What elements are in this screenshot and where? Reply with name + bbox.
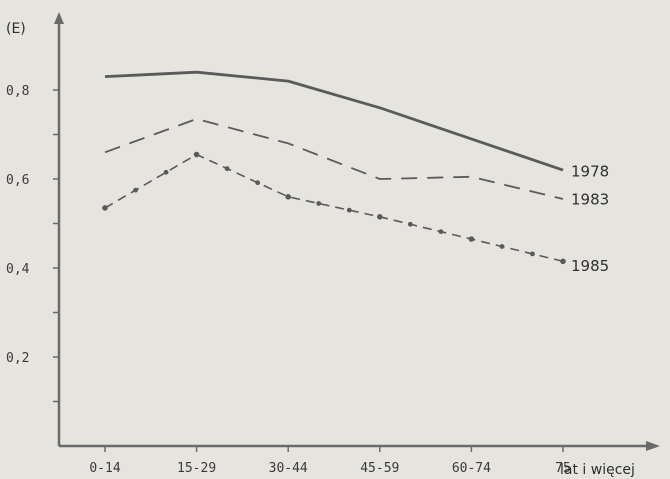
series-label-1985: 1985 bbox=[571, 257, 609, 275]
series-point-1985 bbox=[346, 207, 352, 213]
y-tick-label: 0,8 bbox=[6, 84, 29, 99]
y-tick-label: 0,2 bbox=[6, 351, 29, 366]
series-point-1985 bbox=[468, 236, 475, 242]
series-point-1985 bbox=[133, 187, 138, 193]
series-point-1985 bbox=[285, 194, 292, 200]
y-tick-label: 0,4 bbox=[6, 262, 30, 277]
series-point-1985 bbox=[193, 151, 200, 158]
x-tick-label: 60-74 bbox=[452, 461, 491, 476]
series-label-1983: 1983 bbox=[571, 191, 609, 209]
series-point-1985 bbox=[438, 229, 444, 235]
x-tick-label: 15-29 bbox=[177, 461, 216, 476]
series-point-1985 bbox=[499, 244, 505, 249]
series-point-1985 bbox=[102, 205, 108, 211]
series-point-1985 bbox=[224, 166, 230, 172]
y-axis-label: (E) bbox=[6, 21, 26, 37]
series-line-1985 bbox=[104, 153, 564, 263]
x-axis-arrow bbox=[646, 441, 660, 451]
series-point-1985 bbox=[560, 258, 566, 265]
series-point-1985 bbox=[316, 201, 322, 206]
series-point-1985 bbox=[530, 251, 535, 257]
x-tick-label: 0-14 bbox=[89, 461, 120, 476]
x-axis-label: lat i więcej bbox=[560, 462, 635, 478]
x-tick-label: 75 bbox=[555, 461, 571, 476]
series-point-1985 bbox=[377, 214, 383, 220]
series-point-1985 bbox=[407, 221, 413, 227]
y-tick-label: 0,6 bbox=[6, 173, 29, 188]
series-line-1983 bbox=[104, 118, 564, 200]
series-label-1978: 1978 bbox=[571, 163, 609, 181]
y-axis-arrow bbox=[54, 12, 64, 24]
series-point-1985 bbox=[255, 180, 261, 186]
series-line-1978 bbox=[104, 70, 564, 172]
series-point-1985 bbox=[163, 169, 169, 175]
x-tick-label: 30-44 bbox=[269, 461, 308, 476]
x-tick-label: 45-59 bbox=[360, 461, 399, 476]
